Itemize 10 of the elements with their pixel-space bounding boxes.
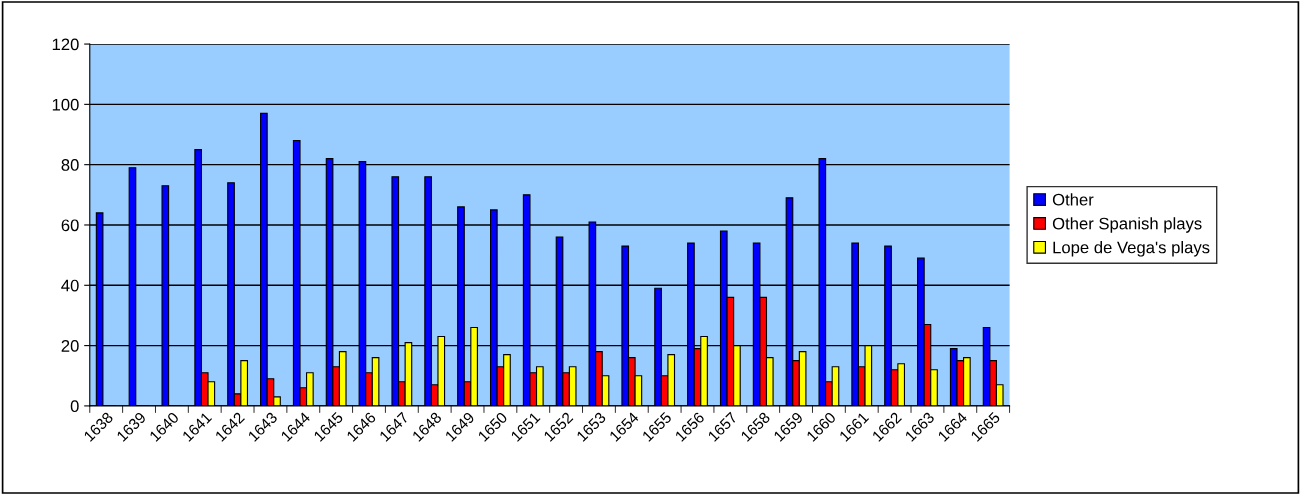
y-tick-label: 20: [61, 339, 79, 352]
y-tick-label: 120: [52, 38, 79, 51]
legend-label: Other: [1052, 193, 1094, 206]
y-tick-label: 60: [61, 219, 79, 232]
y-tick-label: 40: [61, 279, 79, 292]
legend-label: Other Spanish plays: [1052, 217, 1202, 233]
y-tick-label: 80: [61, 159, 79, 171]
y-tick-label: 100: [52, 98, 79, 111]
legend-label: Lope de Vega's plays: [1053, 241, 1210, 257]
y-tick-label: 0: [70, 400, 79, 413]
